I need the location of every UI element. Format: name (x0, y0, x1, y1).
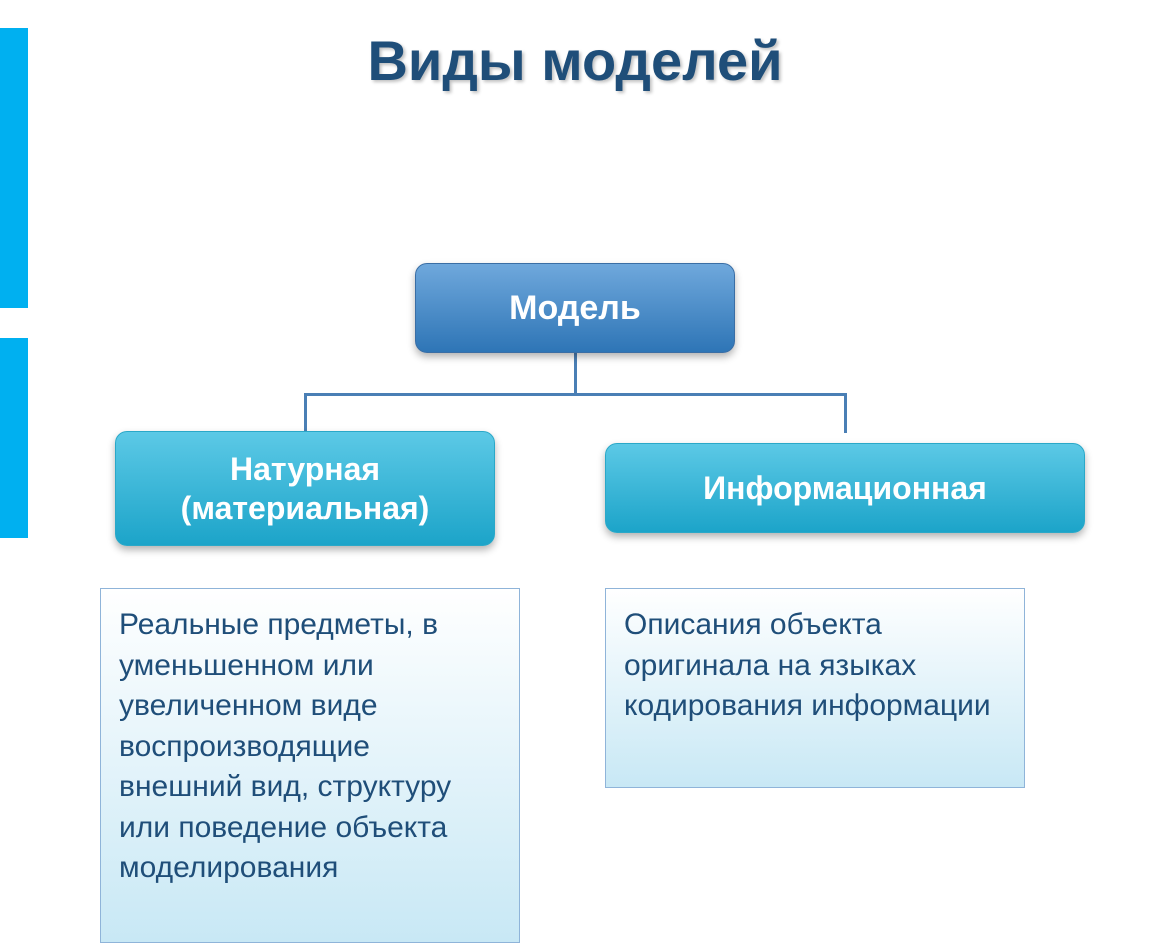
description-right: Описания объекта оригинала на языках код… (605, 588, 1025, 788)
root-label: Модель (509, 289, 641, 328)
child-label-right: Информационная (703, 469, 987, 507)
child-node-left: Натурная (материальная) (115, 431, 495, 546)
connector-stem (574, 353, 577, 393)
root-node: Модель (415, 263, 735, 353)
description-right-text: Описания объекта оригинала на языках код… (624, 608, 991, 722)
description-left: Реальные предметы, в уменьшенном или уве… (100, 588, 520, 943)
sidebar-accent-bottom (0, 338, 28, 538)
description-left-text: Реальные предметы, в уменьшенном или уве… (119, 608, 451, 884)
slide-title: Виды моделей (0, 28, 1150, 93)
child-node-right: Информационная (605, 443, 1085, 533)
child-label-left: Натурная (материальная) (116, 450, 494, 527)
sidebar-accent-top (0, 28, 28, 308)
connector-right-drop (844, 393, 847, 433)
connector-left-drop (304, 393, 307, 433)
connector-hbar (305, 393, 845, 396)
